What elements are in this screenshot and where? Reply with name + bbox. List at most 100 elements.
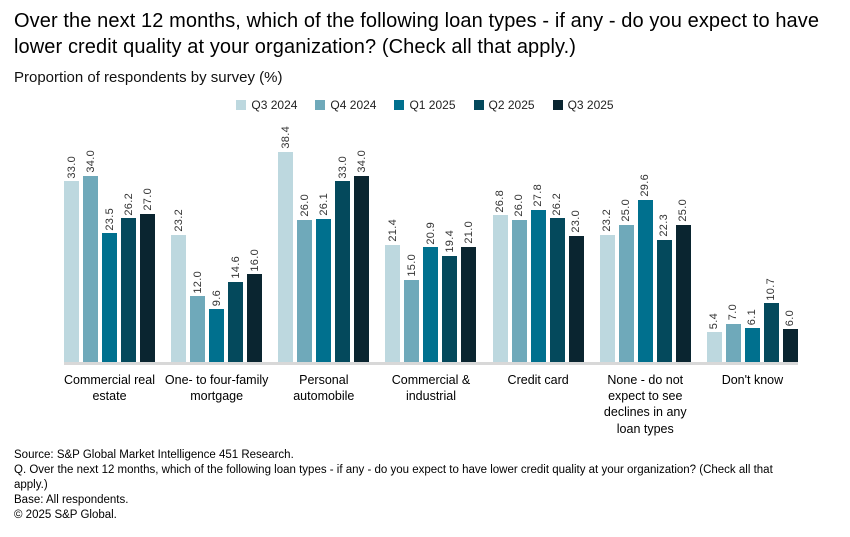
category-axis: Commercial real estate One- to four-famil… — [64, 372, 798, 446]
legend-item: Q2 2025 — [473, 97, 535, 112]
bar — [140, 214, 155, 362]
bar-value-label: 25.0 — [620, 199, 633, 223]
bar-column: 26.2 — [121, 193, 136, 362]
bar-column: 25.0 — [675, 199, 691, 362]
bar-column: 26.0 — [297, 194, 313, 362]
bar — [423, 247, 439, 362]
legend-label: Q2 2025 — [488, 97, 535, 112]
bar — [706, 332, 722, 362]
legend: Q3 2024 Q4 2024 Q1 2025 Q2 2025 Q3 2025 — [14, 98, 836, 112]
bar — [121, 218, 136, 362]
bar — [675, 225, 691, 362]
bar — [782, 328, 798, 362]
bar-value-label: 10.7 — [765, 277, 778, 301]
bar-column: 33.0 — [64, 156, 79, 362]
bar-value-label: 23.2 — [172, 209, 185, 232]
bar — [297, 219, 313, 362]
bar-value-label: 34.0 — [355, 150, 368, 173]
bar-value-label: 16.0 — [248, 248, 261, 272]
bar-column: 38.4 — [278, 126, 294, 362]
legend-swatch — [236, 99, 247, 110]
category-label: One- to four-family mortgage — [165, 372, 269, 446]
bar-value-label: 22.3 — [658, 214, 671, 237]
bar-column: 6.1 — [744, 309, 760, 362]
bar-column: 10.7 — [763, 277, 779, 362]
bar-column: 20.9 — [423, 222, 439, 362]
legend-item: Q4 2024 — [315, 98, 376, 112]
bar-column: 26.8 — [492, 189, 508, 362]
legend-label: Q4 2024 — [330, 97, 377, 112]
legend-item: Q3 2025 — [552, 97, 614, 112]
bar-column: 19.4 — [442, 230, 458, 362]
bar-value-label: 9.6 — [210, 290, 223, 307]
bar — [442, 255, 458, 362]
bar — [637, 199, 653, 362]
bar — [228, 281, 244, 362]
bar — [461, 246, 477, 362]
bar-column: 16.0 — [247, 248, 263, 362]
bar — [385, 244, 401, 362]
bar — [492, 215, 508, 362]
bar — [599, 234, 615, 362]
bar-value-label: 26.2 — [122, 192, 135, 216]
bar-column: 23.2 — [599, 209, 615, 362]
category-label-text: Don't know — [721, 372, 784, 387]
bar-column: 12.0 — [190, 270, 206, 362]
category-label-text: Commercial real estate — [64, 372, 155, 404]
bar-value-label: 29.6 — [639, 174, 652, 197]
source-note: Source: S&P Global Market Intelligence 4… — [14, 448, 294, 461]
bar — [568, 235, 584, 362]
bar-value-label: 5.4 — [708, 313, 721, 330]
bar — [618, 225, 634, 362]
legend-swatch — [394, 99, 405, 110]
bar-value-label: 19.4 — [443, 230, 456, 253]
bar-value-label: 26.2 — [551, 192, 564, 216]
bar-value-label: 21.4 — [386, 219, 399, 242]
bar-column: 26.1 — [316, 193, 332, 362]
category-label-text: Commercial & industrial — [391, 372, 471, 404]
bar-value-label: 27.0 — [141, 188, 154, 212]
footer: Source: S&P Global Market Intelligence 4… — [14, 448, 792, 523]
category-label-text: Credit card — [507, 372, 569, 387]
bar-column: 23.0 — [568, 210, 584, 362]
bar-column: 14.6 — [228, 256, 244, 362]
legend-label: Q3 2025 — [567, 97, 614, 112]
category-label: Personal automobile — [278, 372, 369, 446]
bar — [744, 328, 760, 362]
legend-swatch — [552, 99, 563, 110]
bar-column: 26.0 — [511, 193, 527, 362]
bar-column: 15.0 — [404, 254, 420, 362]
bar-value-label: 12.0 — [191, 270, 204, 294]
bar-group: 23.2 12.0 9.6 14.6 16.0 — [171, 209, 263, 362]
bar-group: 26.8 26.0 27.8 26.2 23.0 — [492, 184, 584, 362]
bar-value-label: 26.8 — [494, 189, 507, 213]
bar — [102, 233, 117, 362]
bar-value-label: 23.0 — [570, 210, 583, 233]
bar-group: 38.4 26.0 26.1 33.0 34.0 — [278, 126, 370, 362]
base-note: Base: All respondents. — [14, 493, 129, 506]
page-title: Over the next 12 months, which of the fo… — [14, 10, 820, 59]
bar — [278, 151, 294, 362]
legend-item: Q3 2024 — [236, 98, 297, 112]
plot-area: 33.0 34.0 23.5 26.2 27.0 23.2 12.0 9.6 14.6 16.0 3… — [64, 114, 798, 365]
category-label: Credit card — [493, 372, 584, 446]
category-label-text: One- to four-family mortgage — [164, 372, 269, 404]
legend-item: Q1 2025 — [394, 98, 456, 112]
category-label-text: Personal automobile — [293, 372, 355, 404]
bar-group: 5.4 7.0 6.1 10.7 6.0 — [706, 277, 798, 362]
bar-group: 21.4 15.0 20.9 19.4 21.0 — [385, 219, 477, 362]
bar-column: 5.4 — [706, 313, 722, 362]
bar-value-label: 26.0 — [513, 193, 526, 217]
bar-value-label: 14.6 — [229, 256, 242, 279]
bar — [247, 274, 263, 362]
bar-value-label: 38.4 — [279, 126, 292, 149]
bar-column: 21.0 — [461, 221, 477, 362]
legend-swatch — [315, 99, 326, 110]
bar-column: 9.6 — [209, 290, 225, 362]
bar-value-label: 6.0 — [784, 309, 797, 326]
bar — [83, 175, 98, 362]
bar — [763, 303, 779, 362]
bar — [190, 296, 206, 362]
bar-value-label: 27.8 — [532, 184, 545, 207]
